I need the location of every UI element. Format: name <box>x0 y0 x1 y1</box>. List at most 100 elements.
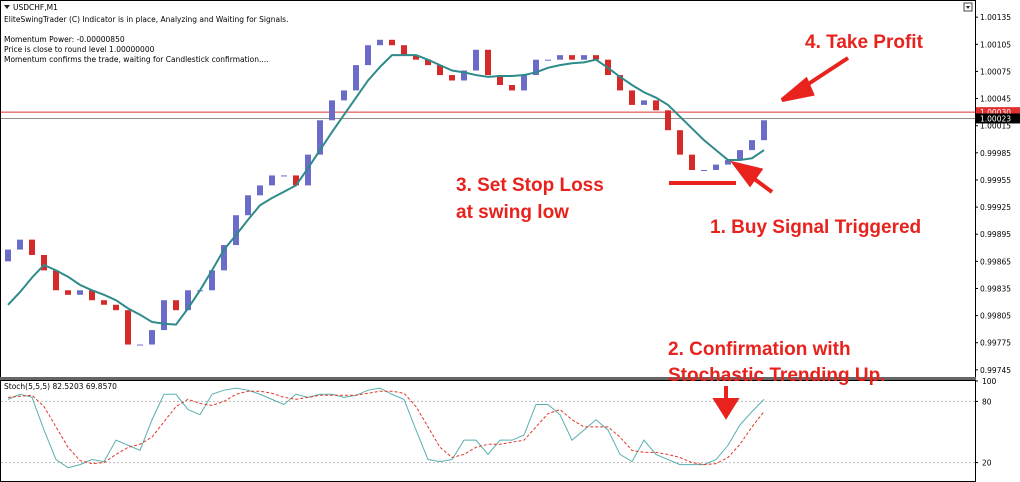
annotation: Stochastic Trending Up. <box>668 365 885 386</box>
y-tick-label: 0.99985 <box>980 149 1011 158</box>
y-tick-label: 0.99835 <box>980 284 1011 293</box>
candle-body <box>713 164 719 171</box>
stoch-line <box>7 390 765 466</box>
candle-body <box>473 49 479 71</box>
candle-body <box>641 100 647 105</box>
candle-body <box>725 160 731 165</box>
candle-body <box>233 215 239 246</box>
y-tick-label: 20 <box>982 459 992 468</box>
candle-body <box>53 270 59 291</box>
candle-body <box>665 110 671 131</box>
candle-body <box>533 59 539 76</box>
candle-body <box>341 90 347 101</box>
y-tick-label: 80 <box>982 397 992 406</box>
price-label-box <box>976 113 1020 124</box>
moving-average <box>7 54 765 326</box>
candle-body <box>113 304 119 311</box>
y-tick-label: 100 <box>982 377 997 386</box>
price-label: 1.00030 <box>980 108 1011 117</box>
candle-body <box>29 239 35 256</box>
candle-body <box>581 55 587 60</box>
info-line: EliteSwingTrader (C) Indicator is in pla… <box>4 15 288 24</box>
candle-body <box>413 55 419 60</box>
candle-body <box>653 100 659 111</box>
price-label: 1.00023 <box>980 114 1011 123</box>
candle-body <box>761 120 767 141</box>
arrow <box>712 386 740 420</box>
candle-body <box>125 310 131 345</box>
arrow <box>730 160 774 194</box>
candle-body <box>617 75 623 91</box>
candle-body <box>389 39 395 46</box>
y-tick-label: 1.00105 <box>980 40 1011 49</box>
candle-body <box>293 175 299 186</box>
candle-body <box>77 290 83 295</box>
candle-body <box>497 75 503 86</box>
candle-body <box>5 249 11 262</box>
y-tick-label: 0.99925 <box>980 203 1011 212</box>
candle-body <box>485 49 491 76</box>
marks: 1.00135 1.00105 1.00075 1.00045 1.00015 0.999… <box>1 13 1020 469</box>
y-tick-label: 0.99895 <box>980 230 1011 239</box>
candle-body <box>41 255 47 271</box>
candle-body <box>701 170 707 172</box>
info-line: Price is close to round level 1.00000000 <box>4 45 155 54</box>
chart-title: USDCHF,M1 <box>13 3 58 12</box>
y-tick-label: 0.99865 <box>980 257 1011 266</box>
annotation: 2. Confirmation with <box>668 339 851 360</box>
price-label-box <box>976 107 1020 118</box>
candle-body <box>17 239 23 250</box>
candle-body <box>449 75 455 81</box>
candle-body <box>425 59 431 66</box>
y-tick-label: 1.00075 <box>980 67 1011 76</box>
annotations: 4. Take Profit 3. Set Stop Loss at swing… <box>456 32 924 420</box>
pane-separator <box>0 377 976 380</box>
info-line: Momentum confirms the trade, waiting for… <box>4 55 269 64</box>
candle-body <box>593 55 599 60</box>
candle-body <box>365 45 371 66</box>
pane-button-icon <box>966 6 970 9</box>
y-tick-label: 0.99775 <box>980 339 1011 348</box>
candle-body <box>437 65 443 76</box>
candle-body <box>137 344 143 346</box>
candle-body <box>317 120 323 155</box>
candle-body <box>245 195 251 216</box>
candle-body <box>209 270 215 291</box>
info-line: Momentum Power: -0.00000850 <box>4 35 125 44</box>
annotation: 3. Set Stop Loss <box>456 175 604 196</box>
candle-body <box>677 130 683 155</box>
candle-body <box>269 175 275 186</box>
candle-body <box>65 290 71 295</box>
arrow <box>780 56 850 102</box>
y-tick-label: 1.00045 <box>980 95 1011 104</box>
candle-body <box>401 45 407 56</box>
annotation: 4. Take Profit <box>805 32 924 53</box>
candle-body <box>305 154 311 186</box>
y-tick-label: 1.00015 <box>980 122 1011 131</box>
candle-body <box>569 55 575 60</box>
candle-body <box>629 90 635 105</box>
candle-body <box>257 185 263 196</box>
candle-body <box>353 65 359 91</box>
symbol-icon <box>4 5 10 9</box>
candle-body <box>161 300 167 331</box>
candle-body <box>461 70 467 81</box>
candle-body <box>521 75 527 91</box>
y-tick-label: 0.99805 <box>980 312 1011 321</box>
annotation: 1. Buy Signal Triggered <box>710 217 921 238</box>
candle-body <box>689 154 695 171</box>
y-tick-label: 1.00135 <box>980 13 1011 22</box>
candle-body <box>545 59 551 61</box>
candle-body <box>221 245 227 271</box>
candle-body <box>185 290 191 311</box>
candle-body <box>557 55 563 60</box>
candle-body <box>173 300 179 311</box>
stoch-title: Stoch(5,5,5) 82.5203 69.8570 <box>4 382 117 391</box>
candle-body <box>281 175 287 177</box>
annotation: at swing low <box>456 202 569 223</box>
candle-body <box>149 330 155 345</box>
candle-body <box>329 100 335 121</box>
